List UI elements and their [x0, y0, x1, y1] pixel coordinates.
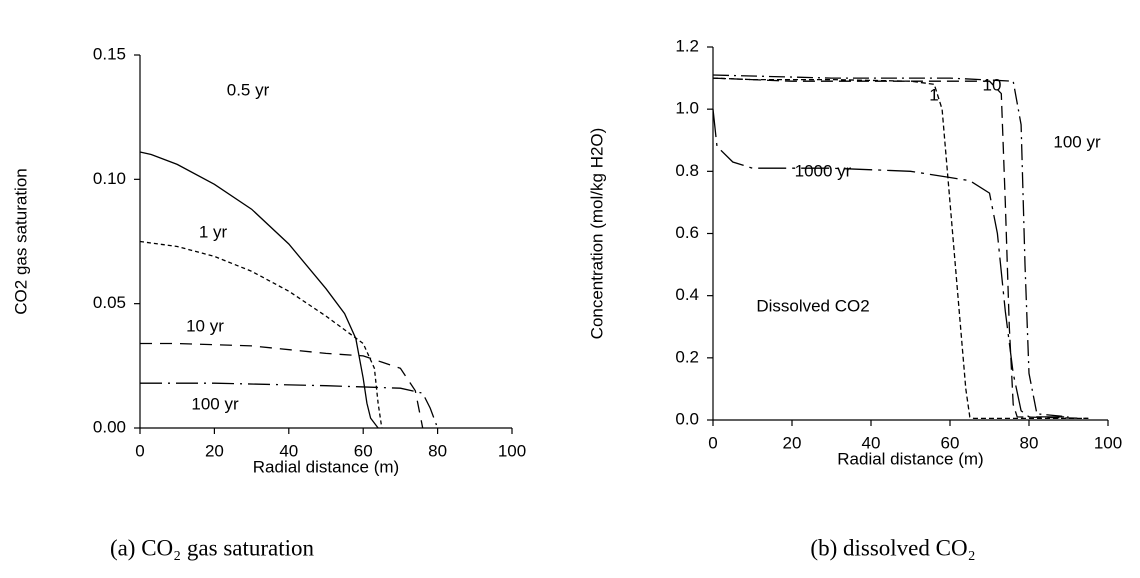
- x-tick-label: 100: [498, 441, 526, 460]
- series-line: [712, 77, 1089, 420]
- x-tick-label: 0: [135, 441, 144, 460]
- x-tick-label: 60: [941, 433, 960, 452]
- x-axis-label: Radial distance (m): [253, 457, 399, 476]
- y-tick-label: 0.0: [675, 409, 699, 428]
- y-tick-label: 0.10: [93, 169, 126, 188]
- x-tick-label: 0: [708, 433, 717, 452]
- series-label: 1 yr: [199, 222, 228, 241]
- caption: (b) dissolved CO₂: [810, 535, 975, 560]
- y-tick-label: 0.05: [93, 293, 126, 312]
- y-tick-label: 0.00: [93, 417, 126, 436]
- y-tick-label: 0.15: [93, 44, 126, 63]
- x-tick-label: 80: [428, 441, 447, 460]
- x-tick-label: 20: [783, 433, 802, 452]
- series-line: [139, 240, 383, 429]
- x-axis-label: Radial distance (m): [837, 449, 983, 468]
- y-tick-label: 1.0: [675, 99, 699, 118]
- series-line: [140, 382, 439, 429]
- y-axis-label: CO2 gas saturation: [11, 168, 30, 314]
- series-label: 1: [929, 85, 938, 104]
- y-tick-label: 1.2: [675, 36, 699, 55]
- y-tick-label: 0.2: [675, 347, 699, 366]
- x-tick-label: 20: [205, 441, 224, 460]
- x-tick-label: 80: [1020, 433, 1039, 452]
- series-line: [712, 77, 1089, 420]
- x-tick-label: 60: [354, 441, 373, 460]
- series-label: 10: [983, 75, 1002, 94]
- y-tick-label: 0.8: [675, 161, 699, 180]
- x-tick-label: 40: [862, 433, 881, 452]
- series-label: 100 yr: [191, 394, 239, 413]
- series-label: 10 yr: [186, 316, 224, 335]
- series-line: [712, 74, 1069, 418]
- series-label: 100 yr: [1053, 132, 1101, 151]
- annotation: Dissolved CO2: [756, 296, 869, 315]
- y-axis-label: Concentration (mol/kg H2O): [587, 128, 606, 340]
- x-tick-label: 100: [1094, 433, 1122, 452]
- series-line: [712, 109, 1069, 418]
- y-tick-label: 0.6: [675, 223, 699, 242]
- y-tick-label: 0.4: [675, 285, 699, 304]
- series-label: 1000 yr: [795, 161, 852, 180]
- series-label: 0.5 yr: [227, 80, 270, 99]
- series-line: [139, 151, 379, 429]
- series-line: [140, 342, 424, 429]
- caption: (a) CO₂ gas saturation: [110, 535, 315, 560]
- x-tick-label: 40: [279, 441, 298, 460]
